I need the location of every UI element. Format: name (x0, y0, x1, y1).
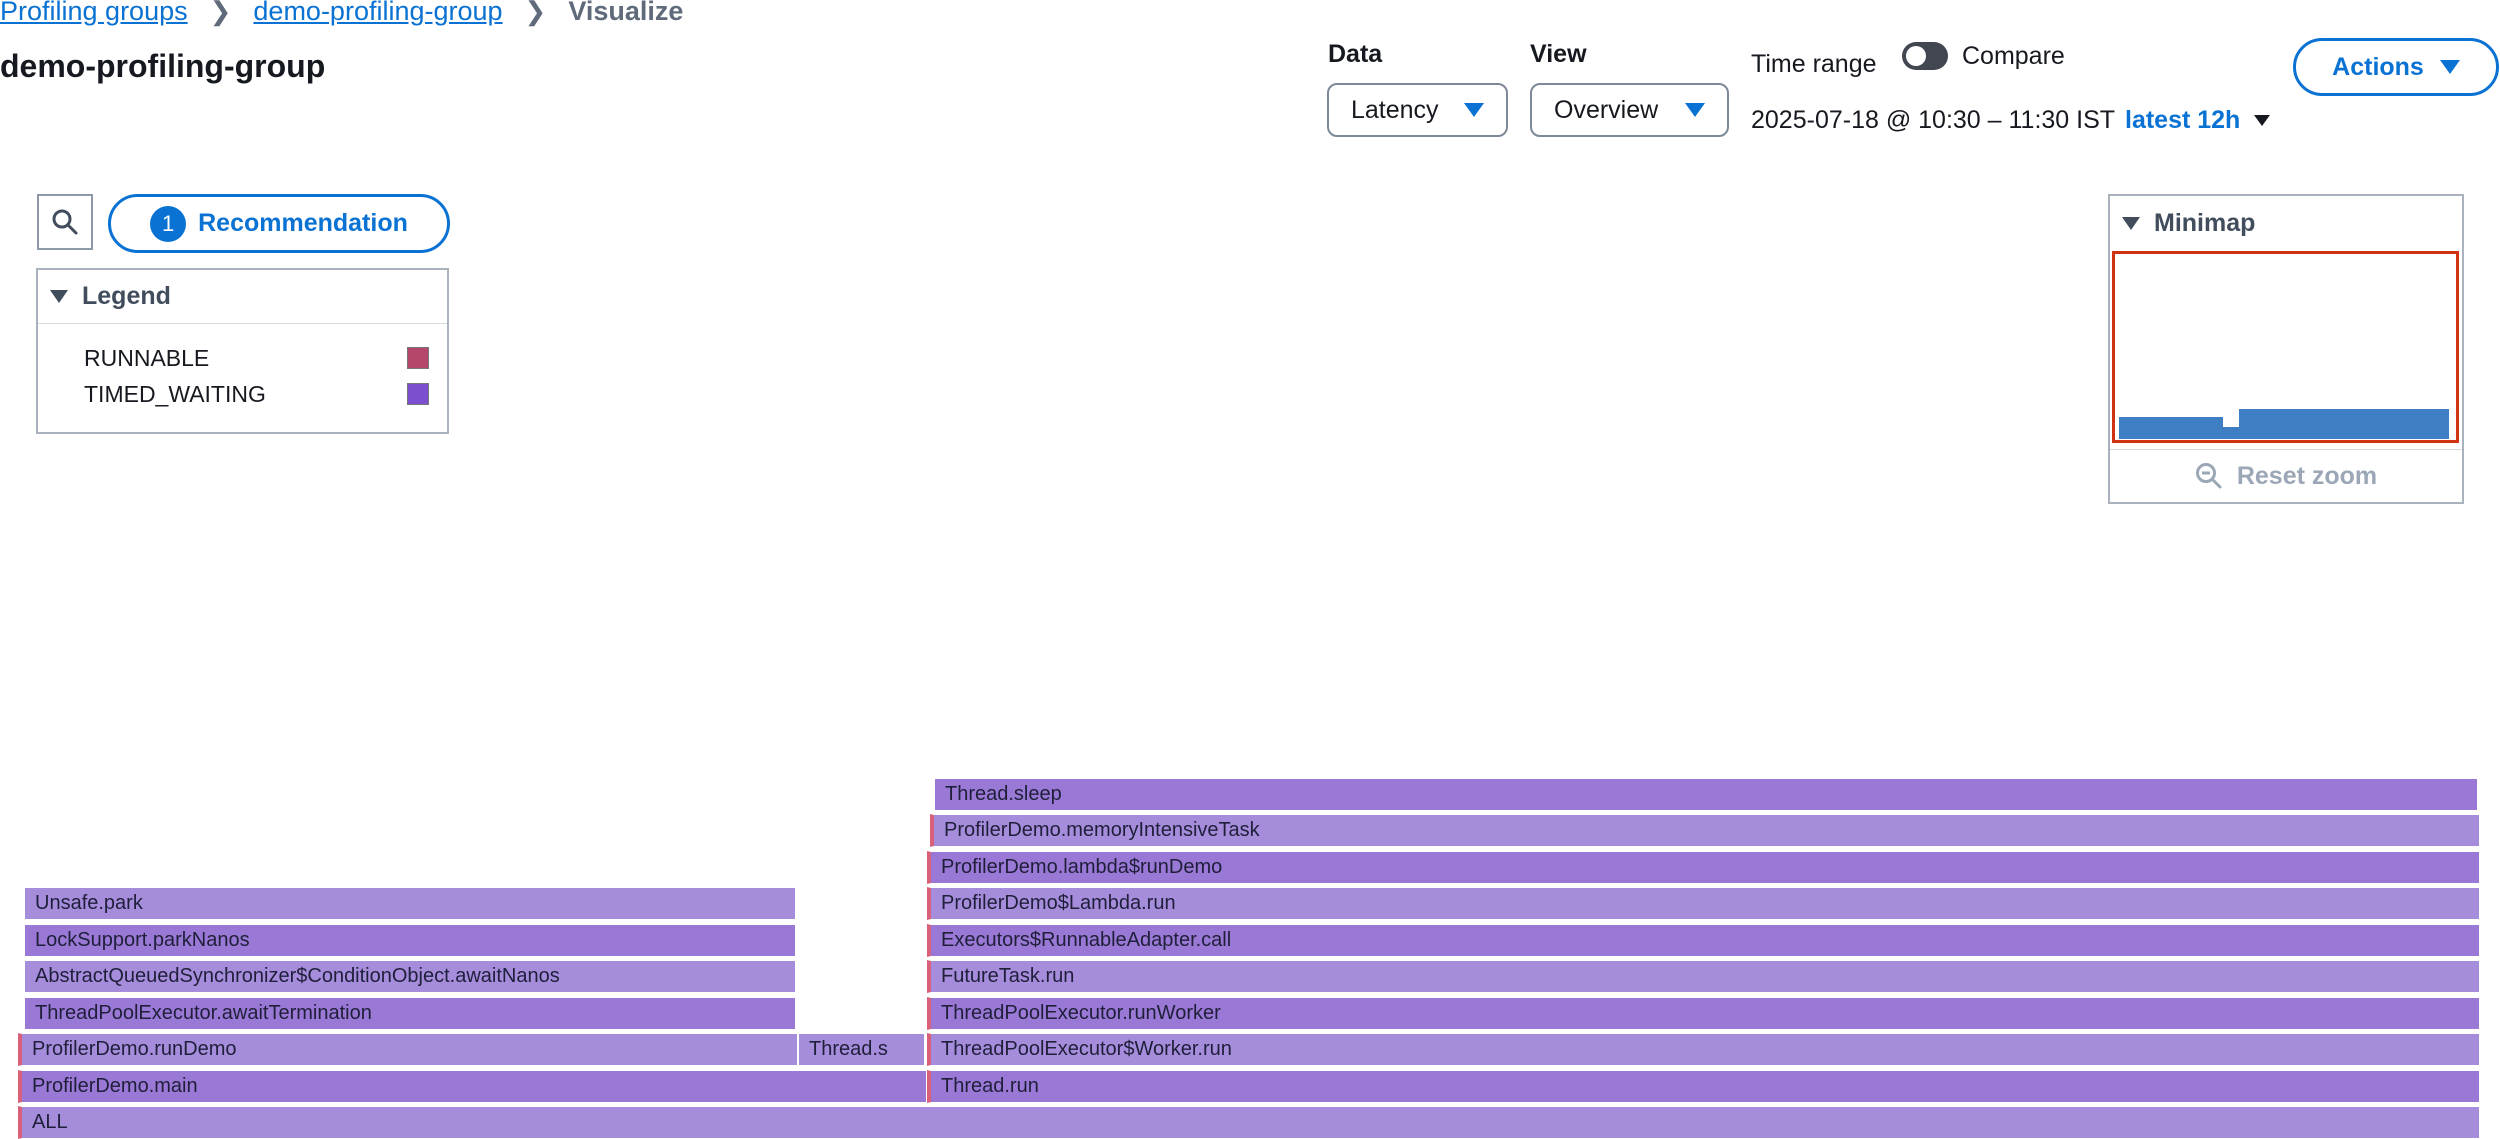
breadcrumb-link-profiling-groups[interactable]: Profiling groups (0, 0, 188, 26)
flame-frame[interactable]: Executors$RunnableAdapter.call (927, 924, 2480, 957)
search-icon (52, 209, 78, 235)
flame-frame[interactable]: Thread.sleep (934, 778, 2478, 811)
search-button[interactable] (37, 194, 93, 250)
reset-zoom-button[interactable]: Reset zoom (2110, 449, 2462, 502)
compare-toggle[interactable] (1902, 42, 1948, 70)
flame-frame[interactable]: Thread.s (798, 1033, 925, 1066)
latest-range-dropdown[interactable]: latest 12h (2125, 106, 2271, 135)
legend-header[interactable]: Legend (38, 270, 447, 324)
legend-panel: Legend RUNNABLE TIMED_WAITING (36, 268, 449, 434)
data-select-value: Latency (1351, 95, 1439, 124)
minimap-bar (2239, 409, 2449, 439)
reset-zoom-label: Reset zoom (2236, 461, 2378, 490)
collapse-triangle-icon (50, 290, 68, 303)
flame-frame[interactable]: FutureTask.run (927, 960, 2480, 993)
breadcrumb: Profiling groups ❯ demo-profiling-group … (0, 0, 683, 27)
data-label: Data (1328, 40, 1383, 68)
flame-frame[interactable]: ProfilerDemo$Lambda.run (927, 887, 2480, 920)
caret-down-icon (2254, 115, 2271, 126)
breadcrumb-current: Visualize (568, 0, 684, 26)
minimap-viewport[interactable] (2112, 251, 2459, 443)
latest-range-label: latest 12h (2125, 106, 2241, 134)
chevron-right-icon: ❯ (524, 0, 547, 26)
view-select[interactable]: Overview (1530, 83, 1729, 137)
toggle-knob (1906, 46, 1926, 66)
recommendation-button[interactable]: 1 Recommendation (108, 194, 450, 253)
flame-frame[interactable]: Thread.run (927, 1070, 2480, 1103)
legend-item-label: TIMED_WAITING (84, 380, 266, 407)
zoom-out-icon (2195, 463, 2222, 489)
legend-item-runnable: RUNNABLE (38, 340, 447, 376)
flame-frame[interactable]: ProfilerDemo.memoryIntensiveTask (930, 814, 2480, 847)
flame-frame[interactable]: ProfilerDemo.lambda$runDemo (927, 851, 2480, 884)
view-label: View (1530, 40, 1587, 68)
caret-down-icon (1464, 103, 1484, 117)
legend-swatch (407, 383, 429, 405)
data-select[interactable]: Latency (1327, 83, 1508, 137)
legend-swatch (407, 347, 429, 369)
chevron-right-icon: ❯ (209, 0, 232, 26)
compare-label: Compare (1962, 42, 2065, 70)
minimap-bar (2223, 427, 2239, 439)
recommendation-label: Recommendation (198, 209, 408, 237)
flame-frame[interactable]: LockSupport.parkNanos (24, 924, 796, 957)
flame-frame[interactable]: Unsafe.park (24, 887, 796, 920)
legend-title: Legend (82, 282, 171, 310)
flame-frame[interactable]: ThreadPoolExecutor.runWorker (927, 997, 2480, 1030)
collapse-triangle-icon (2122, 216, 2140, 230)
legend-item-label: RUNNABLE (84, 344, 210, 371)
flame-frame[interactable]: ALL (18, 1106, 2480, 1139)
actions-button[interactable]: Actions (2293, 38, 2499, 96)
flame-frame[interactable]: AbstractQueuedSynchronizer$ConditionObje… (24, 960, 796, 993)
time-range-value: 2025-07-18 @ 10:30 – 11:30 IST (1751, 106, 2116, 134)
time-range-label: Time range (1751, 50, 1877, 78)
view-select-value: Overview (1554, 95, 1659, 124)
recommendation-count-badge: 1 (150, 205, 187, 242)
caret-down-icon (1685, 103, 1705, 117)
caret-down-icon (2439, 60, 2460, 74)
flame-frame[interactable]: ThreadPoolExecutor.awaitTermination (24, 997, 796, 1030)
flame-frame[interactable]: ProfilerDemo.runDemo (18, 1033, 798, 1066)
minimap-panel: Minimap Reset zoom (2108, 194, 2464, 504)
legend-item-timed-waiting: TIMED_WAITING (38, 376, 447, 412)
minimap-bar (2119, 417, 2223, 439)
flame-frame[interactable]: ThreadPoolExecutor$Worker.run (927, 1033, 2480, 1066)
minimap-header[interactable]: Minimap (2110, 196, 2462, 250)
breadcrumb-link-group[interactable]: demo-profiling-group (253, 0, 503, 26)
flame-frame[interactable]: ProfilerDemo.main (18, 1070, 927, 1103)
minimap-title: Minimap (2154, 208, 2256, 237)
actions-label: Actions (2332, 52, 2424, 81)
page-title: demo-profiling-group (0, 48, 326, 84)
